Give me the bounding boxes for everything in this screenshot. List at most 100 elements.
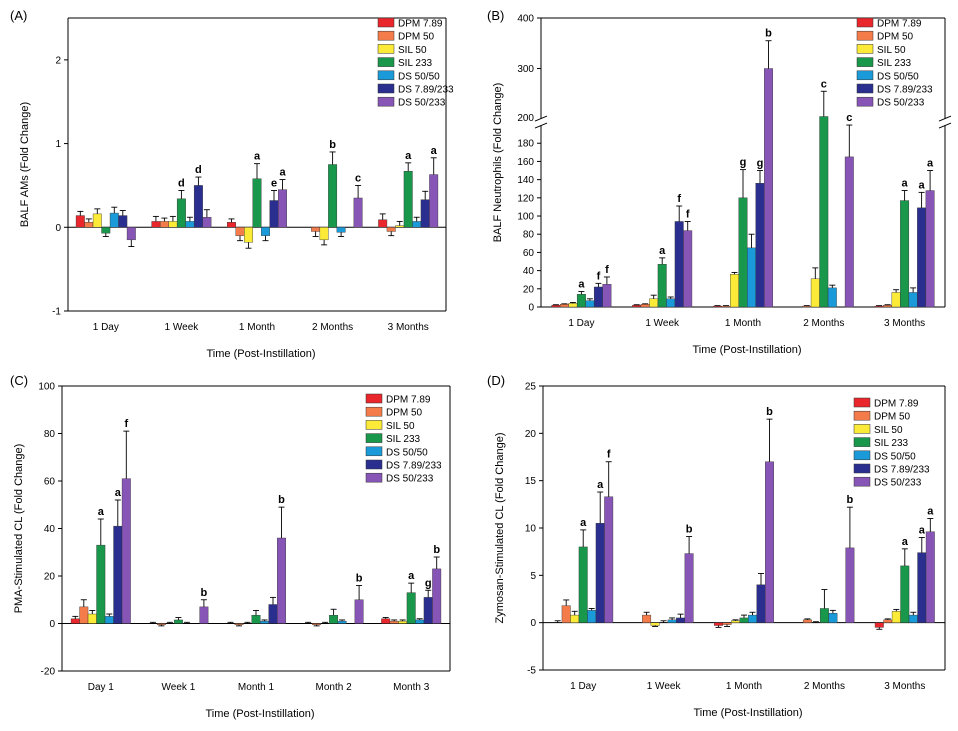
x-tick-label: 1 Week bbox=[645, 318, 680, 329]
significance-letter: c bbox=[846, 112, 852, 124]
y-tick-label: 80 bbox=[523, 230, 535, 241]
bar-ds-7-89-233 bbox=[269, 200, 279, 228]
bar-dpm-50 bbox=[559, 304, 569, 308]
bar-dpm-50 bbox=[883, 619, 893, 623]
y-tick-label: 40 bbox=[44, 524, 56, 535]
bar-sil-50 bbox=[649, 298, 659, 308]
y-tick-label: 0 bbox=[55, 223, 61, 234]
bar-sil-50 bbox=[891, 292, 901, 308]
bar-sil-233 bbox=[900, 200, 910, 308]
bar-ds-50-50 bbox=[260, 620, 269, 624]
bar-ds-50-50 bbox=[828, 612, 838, 623]
bar-dpm-7-89 bbox=[227, 222, 236, 228]
x-tick-label: Month 2 bbox=[316, 682, 353, 693]
y-tick-label: 10 bbox=[525, 524, 537, 535]
legend-label: SIL 50 bbox=[398, 45, 427, 56]
bar-sil-233 bbox=[657, 264, 667, 308]
legend-label: DPM 7.89 bbox=[398, 19, 443, 30]
legend-label: DS 50/233 bbox=[398, 98, 446, 109]
legend-label: SIL 233 bbox=[874, 438, 909, 449]
bar-dpm-50 bbox=[312, 623, 322, 625]
bar-sil-50 bbox=[319, 227, 329, 241]
legend-swatch bbox=[365, 406, 383, 417]
significance-letter: f bbox=[677, 193, 681, 205]
bar-dpm-7-89 bbox=[714, 622, 723, 626]
significance-letter: a bbox=[927, 158, 934, 170]
legend: DPM 7.89 DPM 50 SIL 50 SIL 233 DS 50/50 DS 7.… bbox=[365, 393, 442, 485]
bar-ds-7-89-233 bbox=[674, 221, 684, 308]
bar-sil-233 bbox=[101, 227, 111, 234]
axis-break-mark bbox=[534, 122, 548, 129]
panel-label: (B) bbox=[487, 8, 505, 23]
significance-letter: b bbox=[766, 406, 773, 418]
bar-dpm-7-89 bbox=[378, 219, 388, 228]
legend-swatch bbox=[853, 476, 871, 487]
legend-label: SIL 233 bbox=[398, 58, 433, 69]
bar-ds-50-233 bbox=[278, 189, 287, 228]
bar-ds-50-233 bbox=[925, 190, 935, 308]
legend-swatch bbox=[377, 96, 395, 107]
chart-panel-b: (B) 0 20 40 60 80 100 120 140 160 180 300 400 200 1 D… bbox=[479, 0, 958, 363]
legend-label: DPM 7.89 bbox=[877, 19, 922, 30]
y-tick-label: 1 bbox=[55, 139, 61, 150]
significance-letter: g bbox=[425, 577, 432, 589]
x-axis-label: Time (Post-Instillation) bbox=[206, 348, 315, 360]
legend-swatch bbox=[365, 459, 383, 470]
legend-swatch bbox=[856, 57, 874, 67]
bar-ds-7-89-233 bbox=[118, 215, 128, 228]
bar-ds-7-89-233 bbox=[755, 183, 765, 308]
bar-ds-7-89-233 bbox=[593, 286, 603, 308]
significance-letter: f bbox=[605, 264, 609, 276]
legend-swatch bbox=[856, 96, 874, 107]
x-tick-label: 1 Month bbox=[725, 318, 761, 329]
bar-sil-233 bbox=[329, 614, 339, 624]
y-axis-label: Zymosan-Stimulated CL (Fold Change) bbox=[494, 433, 506, 624]
bar-dpm-50 bbox=[389, 620, 399, 624]
bar-ds-7-89-233 bbox=[917, 552, 927, 623]
bar-sil-233 bbox=[403, 170, 413, 228]
significance-letter: a bbox=[902, 178, 909, 190]
significance-letter: a bbox=[919, 524, 926, 536]
significance-letter: a bbox=[659, 245, 666, 257]
legend-swatch bbox=[377, 30, 395, 41]
bar-ds-7-89-233 bbox=[676, 617, 686, 623]
bar-ds-50-233 bbox=[429, 174, 439, 228]
bar-ds-7-89-233 bbox=[595, 523, 605, 623]
bar-dpm-50 bbox=[311, 227, 321, 232]
significance-letter: a bbox=[580, 517, 587, 529]
x-tick-label: Month 3 bbox=[393, 682, 430, 693]
bar-ds-50-233 bbox=[202, 217, 212, 228]
bar-dpm-50 bbox=[883, 304, 893, 308]
bar-ds-50-50 bbox=[748, 614, 757, 623]
legend-swatch bbox=[377, 57, 395, 67]
x-tick-label: Month 1 bbox=[238, 682, 275, 693]
x-axis-label: Time (Post-Instillation) bbox=[692, 344, 801, 356]
bar-dpm-50 bbox=[802, 305, 812, 308]
legend-swatch bbox=[853, 437, 871, 447]
bars bbox=[551, 40, 935, 308]
bar-sil-233 bbox=[576, 294, 586, 308]
chart-panel-a: (A) -1 0 1 2 1 Day 1 Week 1 Month 2 Months 3 Mon… bbox=[0, 0, 479, 363]
y-tick-label: 0 bbox=[49, 619, 55, 630]
legend-label: DPM 50 bbox=[398, 32, 435, 43]
chart-a-svg: -1 0 1 2 1 Day 1 Week 1 Month 2 Months 3 Months d… bbox=[19, 17, 454, 360]
y-tick-label: 25 bbox=[525, 382, 537, 393]
y-tick-label: 0 bbox=[530, 618, 536, 629]
y-tick-label: -5 bbox=[527, 666, 536, 677]
bar-ds-50-233 bbox=[353, 197, 363, 228]
y-tick-label: 20 bbox=[523, 284, 535, 295]
bar-dpm-7-89 bbox=[381, 618, 391, 624]
legend-label: DS 50/50 bbox=[386, 447, 428, 458]
legend-label: DPM 50 bbox=[386, 408, 423, 419]
bar-ds-50-233 bbox=[121, 478, 131, 624]
bar-dpm-7-89 bbox=[70, 618, 80, 624]
bar-ds-50-233 bbox=[684, 553, 694, 623]
bar-dpm-7-89 bbox=[632, 304, 642, 308]
panel-label: (D) bbox=[487, 373, 506, 388]
bar-sil-233 bbox=[176, 198, 186, 228]
legend-label: DS 50/233 bbox=[386, 474, 434, 485]
axis-break-mark bbox=[938, 122, 952, 129]
y-tick-label: 180 bbox=[517, 139, 534, 150]
y-tick-label: 2 bbox=[55, 55, 61, 66]
legend-label: DS 50/233 bbox=[877, 98, 925, 109]
